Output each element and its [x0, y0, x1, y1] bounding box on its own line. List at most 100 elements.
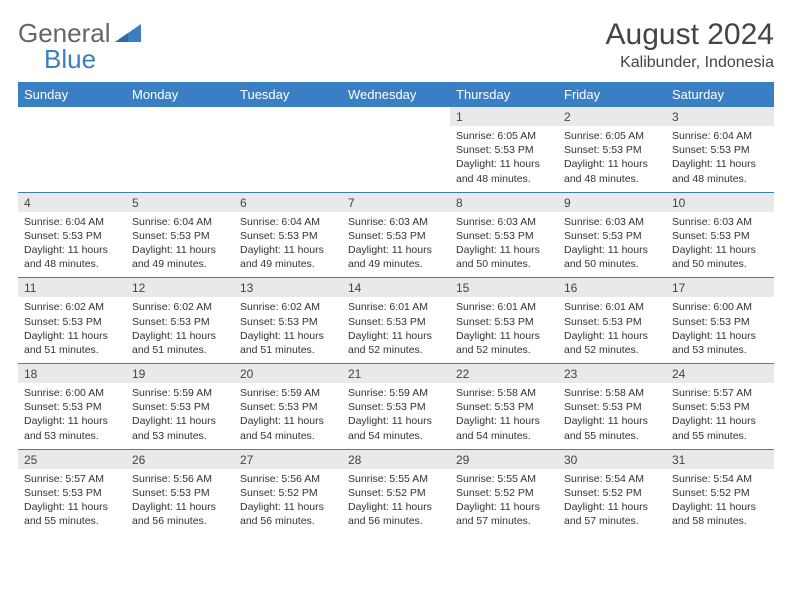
day-info: Sunrise: 5:56 AMSunset: 5:52 PMDaylight:…: [234, 469, 342, 535]
day-info: Sunrise: 6:02 AMSunset: 5:53 PMDaylight:…: [234, 297, 342, 363]
logo-triangle-icon: [115, 24, 141, 44]
day-number: 7: [342, 193, 450, 212]
day-number: 18: [18, 364, 126, 383]
day-info: Sunrise: 6:04 AMSunset: 5:53 PMDaylight:…: [126, 212, 234, 278]
day-info: Sunrise: 6:05 AMSunset: 5:53 PMDaylight:…: [450, 126, 558, 192]
day-info: Sunrise: 6:01 AMSunset: 5:53 PMDaylight:…: [450, 297, 558, 363]
day-number: 17: [666, 278, 774, 297]
calendar-day-cell: 1Sunrise: 6:05 AMSunset: 5:53 PMDaylight…: [450, 107, 558, 192]
day-number: 31: [666, 450, 774, 469]
day-info: Sunrise: 5:55 AMSunset: 5:52 PMDaylight:…: [342, 469, 450, 535]
calendar-day-cell: 15Sunrise: 6:01 AMSunset: 5:53 PMDayligh…: [450, 278, 558, 364]
day-info: Sunrise: 5:58 AMSunset: 5:53 PMDaylight:…: [558, 383, 666, 449]
day-number: 21: [342, 364, 450, 383]
day-info: Sunrise: 5:56 AMSunset: 5:53 PMDaylight:…: [126, 469, 234, 535]
day-info: Sunrise: 5:54 AMSunset: 5:52 PMDaylight:…: [666, 469, 774, 535]
day-info: Sunrise: 6:05 AMSunset: 5:53 PMDaylight:…: [558, 126, 666, 192]
day-number: 29: [450, 450, 558, 469]
calendar-day-cell: [342, 107, 450, 192]
calendar-day-cell: 22Sunrise: 5:58 AMSunset: 5:53 PMDayligh…: [450, 364, 558, 450]
calendar-week-row: 25Sunrise: 5:57 AMSunset: 5:53 PMDayligh…: [18, 449, 774, 534]
calendar-day-cell: 24Sunrise: 5:57 AMSunset: 5:53 PMDayligh…: [666, 364, 774, 450]
day-number: 12: [126, 278, 234, 297]
day-info: Sunrise: 6:04 AMSunset: 5:53 PMDaylight:…: [666, 126, 774, 192]
day-number: 11: [18, 278, 126, 297]
day-number: 9: [558, 193, 666, 212]
day-info: [234, 124, 342, 184]
day-info: Sunrise: 5:58 AMSunset: 5:53 PMDaylight:…: [450, 383, 558, 449]
calendar-day-cell: 16Sunrise: 6:01 AMSunset: 5:53 PMDayligh…: [558, 278, 666, 364]
calendar-week-row: 1Sunrise: 6:05 AMSunset: 5:53 PMDaylight…: [18, 107, 774, 192]
day-number: 3: [666, 107, 774, 126]
weekday-header: Sunday: [18, 82, 126, 107]
day-number: 2: [558, 107, 666, 126]
calendar-day-cell: 11Sunrise: 6:02 AMSunset: 5:53 PMDayligh…: [18, 278, 126, 364]
day-info: Sunrise: 6:03 AMSunset: 5:53 PMDaylight:…: [558, 212, 666, 278]
day-number: 14: [342, 278, 450, 297]
day-info: Sunrise: 5:59 AMSunset: 5:53 PMDaylight:…: [234, 383, 342, 449]
day-info: Sunrise: 5:54 AMSunset: 5:52 PMDaylight:…: [558, 469, 666, 535]
day-number: 27: [234, 450, 342, 469]
day-number: 30: [558, 450, 666, 469]
day-number: [234, 107, 342, 124]
calendar-day-cell: 27Sunrise: 5:56 AMSunset: 5:52 PMDayligh…: [234, 449, 342, 534]
day-info: Sunrise: 6:00 AMSunset: 5:53 PMDaylight:…: [666, 297, 774, 363]
day-number: 4: [18, 193, 126, 212]
calendar-day-cell: [18, 107, 126, 192]
day-info: Sunrise: 5:59 AMSunset: 5:53 PMDaylight:…: [342, 383, 450, 449]
page-title: August 2024: [606, 18, 774, 52]
calendar-day-cell: 9Sunrise: 6:03 AMSunset: 5:53 PMDaylight…: [558, 192, 666, 278]
calendar-body: 1Sunrise: 6:05 AMSunset: 5:53 PMDaylight…: [18, 107, 774, 534]
calendar-day-cell: 21Sunrise: 5:59 AMSunset: 5:53 PMDayligh…: [342, 364, 450, 450]
day-number: 16: [558, 278, 666, 297]
day-number: 5: [126, 193, 234, 212]
calendar-week-row: 18Sunrise: 6:00 AMSunset: 5:53 PMDayligh…: [18, 364, 774, 450]
weekday-header: Saturday: [666, 82, 774, 107]
day-number: 23: [558, 364, 666, 383]
day-number: [18, 107, 126, 124]
calendar-day-cell: 29Sunrise: 5:55 AMSunset: 5:52 PMDayligh…: [450, 449, 558, 534]
calendar-day-cell: 26Sunrise: 5:56 AMSunset: 5:53 PMDayligh…: [126, 449, 234, 534]
calendar-day-cell: 17Sunrise: 6:00 AMSunset: 5:53 PMDayligh…: [666, 278, 774, 364]
day-info: Sunrise: 6:03 AMSunset: 5:53 PMDaylight:…: [666, 212, 774, 278]
weekday-header: Friday: [558, 82, 666, 107]
calendar-day-cell: 19Sunrise: 5:59 AMSunset: 5:53 PMDayligh…: [126, 364, 234, 450]
day-number: 13: [234, 278, 342, 297]
day-info: Sunrise: 6:03 AMSunset: 5:53 PMDaylight:…: [342, 212, 450, 278]
day-info: Sunrise: 6:01 AMSunset: 5:53 PMDaylight:…: [342, 297, 450, 363]
day-number: 1: [450, 107, 558, 126]
day-info: Sunrise: 5:57 AMSunset: 5:53 PMDaylight:…: [666, 383, 774, 449]
calendar-table: SundayMondayTuesdayWednesdayThursdayFrid…: [18, 82, 774, 534]
calendar-day-cell: [126, 107, 234, 192]
logo-text-2: Blue: [44, 44, 96, 75]
calendar-day-cell: 20Sunrise: 5:59 AMSunset: 5:53 PMDayligh…: [234, 364, 342, 450]
calendar-week-row: 11Sunrise: 6:02 AMSunset: 5:53 PMDayligh…: [18, 278, 774, 364]
calendar-day-cell: 23Sunrise: 5:58 AMSunset: 5:53 PMDayligh…: [558, 364, 666, 450]
calendar-day-cell: 8Sunrise: 6:03 AMSunset: 5:53 PMDaylight…: [450, 192, 558, 278]
day-number: [126, 107, 234, 124]
day-number: 8: [450, 193, 558, 212]
day-info: Sunrise: 6:04 AMSunset: 5:53 PMDaylight:…: [18, 212, 126, 278]
day-info: [126, 124, 234, 184]
day-number: 20: [234, 364, 342, 383]
day-info: Sunrise: 6:04 AMSunset: 5:53 PMDaylight:…: [234, 212, 342, 278]
day-number: [342, 107, 450, 124]
calendar-day-cell: [234, 107, 342, 192]
weekday-header: Wednesday: [342, 82, 450, 107]
calendar-day-cell: 10Sunrise: 6:03 AMSunset: 5:53 PMDayligh…: [666, 192, 774, 278]
day-number: 10: [666, 193, 774, 212]
calendar-day-cell: 2Sunrise: 6:05 AMSunset: 5:53 PMDaylight…: [558, 107, 666, 192]
calendar-day-cell: 25Sunrise: 5:57 AMSunset: 5:53 PMDayligh…: [18, 449, 126, 534]
day-info: Sunrise: 5:57 AMSunset: 5:53 PMDaylight:…: [18, 469, 126, 535]
day-info: Sunrise: 6:00 AMSunset: 5:53 PMDaylight:…: [18, 383, 126, 449]
day-number: 15: [450, 278, 558, 297]
weekday-header-row: SundayMondayTuesdayWednesdayThursdayFrid…: [18, 82, 774, 107]
location: Kalibunder, Indonesia: [606, 54, 774, 72]
day-info: [18, 124, 126, 184]
weekday-header: Tuesday: [234, 82, 342, 107]
day-number: 24: [666, 364, 774, 383]
day-info: Sunrise: 6:02 AMSunset: 5:53 PMDaylight:…: [18, 297, 126, 363]
calendar-day-cell: 5Sunrise: 6:04 AMSunset: 5:53 PMDaylight…: [126, 192, 234, 278]
day-number: 26: [126, 450, 234, 469]
calendar-day-cell: 18Sunrise: 6:00 AMSunset: 5:53 PMDayligh…: [18, 364, 126, 450]
